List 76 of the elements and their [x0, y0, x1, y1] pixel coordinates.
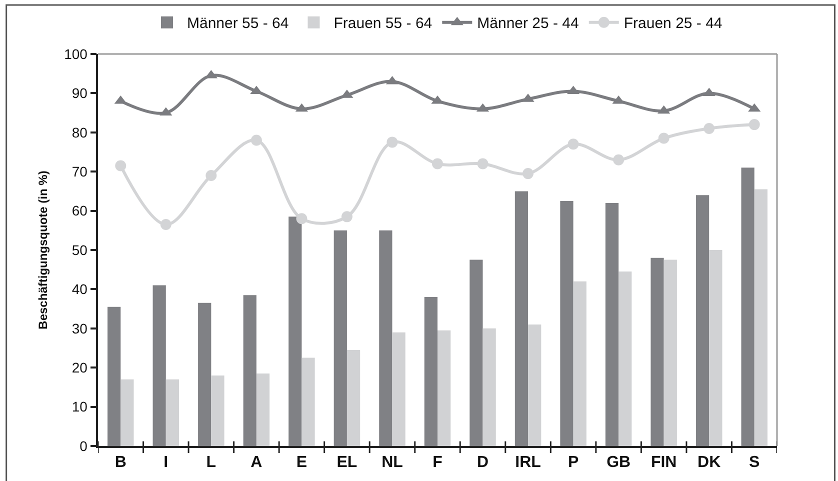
bar: [334, 230, 347, 446]
bar: [664, 260, 677, 446]
y-tick-label: 80: [72, 124, 88, 140]
bar: [754, 189, 768, 446]
bar: [528, 324, 542, 446]
bar: [438, 330, 451, 446]
bar: [288, 216, 302, 446]
bar: [470, 260, 483, 446]
point: [748, 119, 760, 130]
bar: [166, 379, 180, 446]
y-tick-label: 50: [72, 242, 88, 258]
bar: [618, 272, 632, 446]
x-tick-label: F: [432, 454, 443, 471]
point: [613, 154, 624, 166]
x-tick-label: GB: [606, 454, 631, 471]
bar: [514, 191, 528, 446]
x-tick-label: I: [164, 454, 168, 471]
bar: [379, 230, 392, 446]
point: [160, 219, 172, 230]
x-tick-label: IRL: [515, 454, 542, 471]
legend-label: Männer 25 - 44: [477, 15, 579, 32]
y-tick-label: 30: [72, 320, 88, 336]
x-tick-label: DK: [698, 454, 722, 471]
point: [115, 160, 126, 172]
point: [522, 168, 534, 180]
x-tick-label: S: [749, 454, 760, 471]
legend-label: Frauen 25 - 44: [624, 15, 722, 32]
x-tick-label: E: [296, 454, 308, 471]
point: [296, 213, 308, 224]
bar: [108, 306, 121, 446]
point: [477, 158, 488, 170]
y-tick-label: 100: [64, 46, 88, 62]
bar: [152, 285, 166, 446]
bar: [392, 332, 406, 446]
point: [432, 158, 443, 170]
y-tick-label: 90: [72, 85, 88, 102]
point: [568, 138, 579, 150]
y-tick-label: 20: [72, 360, 88, 376]
bar: [211, 375, 224, 446]
point: [341, 211, 352, 222]
y-tick-label: 0: [80, 438, 88, 454]
bar: [605, 202, 619, 446]
bar: [573, 281, 586, 446]
point: [250, 134, 262, 146]
x-tick-label: L: [206, 454, 216, 471]
bar: [696, 195, 710, 446]
bar: [302, 358, 315, 446]
y-tick-label: 10: [72, 398, 88, 415]
bar: [424, 297, 438, 446]
x-tick-label: FIN: [650, 454, 677, 471]
bar: [709, 250, 722, 446]
bar: [120, 379, 134, 446]
legend-label: Männer 55 - 64: [187, 15, 289, 32]
bar: [346, 350, 360, 446]
bar: [560, 201, 574, 446]
x-tick-label: B: [114, 454, 126, 471]
bar: [198, 302, 212, 446]
y-tick-label: 70: [72, 164, 88, 180]
bar: [482, 328, 496, 446]
point: [206, 170, 217, 182]
legend-label: Frauen 55 - 64: [334, 15, 432, 32]
y-tick-label: 40: [72, 281, 88, 298]
x-tick-label: EL: [336, 454, 358, 471]
bar: [243, 295, 256, 446]
x-tick-label: P: [568, 454, 579, 471]
bar: [650, 258, 664, 446]
point: [386, 136, 398, 148]
bar: [256, 373, 270, 446]
bar: [741, 168, 754, 446]
point: [658, 132, 670, 144]
x-tick-label: D: [476, 454, 489, 471]
point: [704, 122, 715, 134]
x-tick-label: NL: [382, 454, 404, 471]
x-tick-label: A: [250, 454, 263, 471]
y-axis-title: Beschäftigungsquote (in %): [36, 170, 50, 330]
y-tick-label: 60: [72, 202, 88, 219]
